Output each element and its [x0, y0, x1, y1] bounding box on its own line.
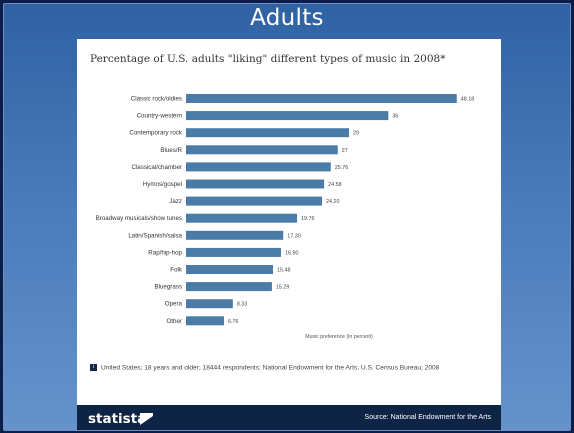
value-label-3: 29: [353, 131, 359, 137]
bar-7: [186, 196, 323, 206]
value-label-7: 24.20: [326, 199, 340, 205]
value-label-6: 24.58: [328, 182, 342, 188]
value-label-5: 25.76: [335, 165, 349, 171]
value-label-9: 17.30: [287, 233, 301, 239]
category-label-1: Classic rock/oldies: [131, 96, 182, 103]
value-label-1: 48.18: [461, 97, 475, 103]
info-icon[interactable]: i: [90, 364, 97, 371]
value-label-11: 15.48: [277, 268, 291, 274]
bar-13: [186, 299, 233, 309]
value-label-13: 8.33: [237, 302, 248, 308]
value-label-2: 36: [392, 114, 398, 120]
slide: Adults Percentage of U.S. adults "liking…: [3, 3, 571, 431]
category-label-8: Broadway musicals/show tunes: [96, 215, 182, 222]
slide-title: Adults: [250, 5, 324, 31]
value-label-14: 6.76: [228, 319, 239, 325]
category-label-7: Jazz: [169, 198, 182, 205]
bars-group: [186, 94, 457, 326]
footer-bar: statista Source: National Endowment for …: [77, 405, 501, 430]
bar-1: [186, 94, 457, 103]
value-label-4: 27: [342, 148, 348, 154]
category-label-9: Latin/Spanish/salsa: [128, 232, 182, 239]
statista-logo[interactable]: statista: [88, 411, 147, 427]
category-label-6: Hymns/gospel: [143, 181, 182, 188]
value-label-10: 16.90: [285, 250, 299, 256]
value-label-12: 15.29: [276, 285, 290, 291]
footnote-text: United States; 18 years and older; 18444…: [101, 364, 440, 372]
statista-logo-icon: [140, 413, 153, 425]
bar-3: [186, 128, 349, 138]
bar-11: [186, 265, 273, 274]
category-label-13: Opera: [165, 301, 183, 308]
category-label-12: Bluegrass: [154, 284, 182, 291]
value-labels-group: 48.18 36 29 27 25.76 24.58 24.20 19.76 17.30 16.9…: [228, 97, 474, 325]
category-label-3: Contemporary rock: [129, 130, 183, 137]
source-text: Source: National Endowment for the Arts: [364, 414, 491, 421]
category-label-14: Other: [167, 318, 182, 325]
bar-10: [186, 247, 281, 257]
bar-chart: Classic rock/oldies Country-western Contem…: [96, 94, 474, 340]
chart-title: Percentage of U.S. adults "liking" diffe…: [90, 53, 446, 65]
bar-9: [186, 230, 284, 240]
bar-5: [186, 162, 331, 172]
bar-4: [186, 145, 338, 155]
footnote: i United States; 18 years and older; 1844…: [90, 364, 495, 371]
category-label-10: Rap/hip-hop: [148, 249, 182, 256]
bar-8: [186, 213, 298, 223]
category-label-5: Classical/chamber: [131, 164, 182, 171]
value-label-8: 19.76: [301, 216, 315, 222]
bar-2: [186, 111, 389, 121]
chart-card: Percentage of U.S. adults "liking" diffe…: [77, 39, 501, 430]
bar-12: [186, 282, 272, 292]
category-label-11: Folk: [170, 267, 183, 274]
bar-6: [186, 179, 325, 189]
bar-14: [186, 316, 224, 326]
x-axis-label: Music preference (in percent): [305, 334, 373, 340]
category-labels-group: Classic rock/oldies Country-western Contem…: [96, 96, 183, 325]
category-label-4: Blues/R: [160, 147, 182, 154]
category-label-2: Country-western: [137, 113, 183, 120]
